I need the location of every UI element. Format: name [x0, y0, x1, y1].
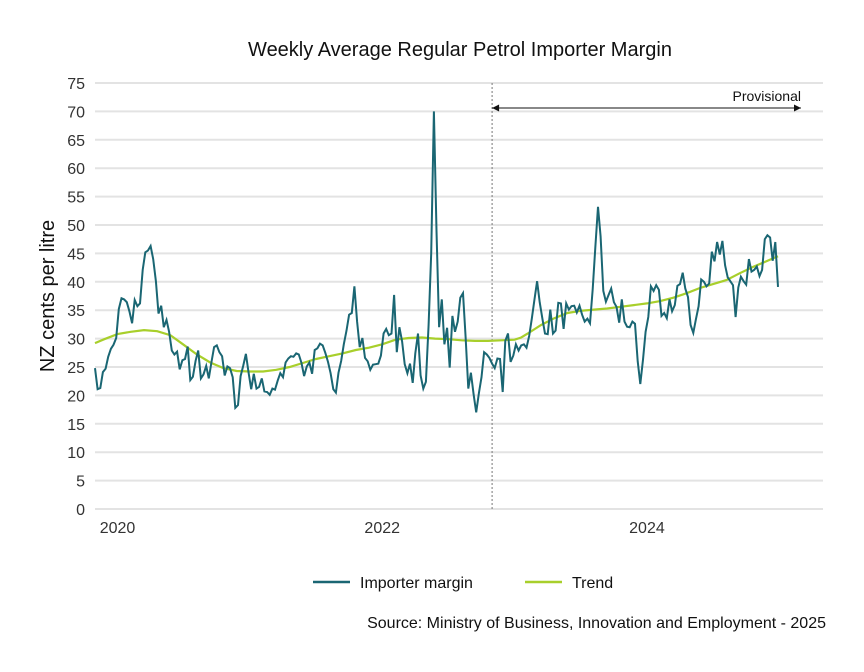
chart-title: Weekly Average Regular Petrol Importer M… — [248, 39, 672, 61]
y-tick-label: 75 — [67, 76, 85, 93]
x-tick-label: 2020 — [100, 520, 136, 537]
y-tick-label: 50 — [67, 218, 85, 235]
y-axis-label: NZ cents per litre — [37, 220, 59, 372]
y-tick-label: 45 — [67, 246, 85, 263]
y-tick-label: 0 — [76, 502, 85, 519]
y-tick-label: 35 — [67, 303, 85, 320]
y-tick-label: 70 — [67, 104, 85, 121]
provisional-arrow — [492, 104, 801, 112]
x-tick-label: 2022 — [364, 520, 400, 537]
y-tick-labels: 0 5 10 15 20 25 30 35 40 45 50 55 60 65 70 75 — [67, 76, 85, 519]
legend-label-trend: Trend — [572, 575, 613, 592]
y-tick-label: 20 — [67, 388, 85, 405]
y-tick-label: 40 — [67, 275, 85, 292]
legend: Importer margin Trend — [313, 575, 613, 592]
x-tick-label: 2024 — [629, 520, 665, 537]
y-tick-label: 30 — [67, 332, 85, 349]
legend-label-importer-margin: Importer margin — [360, 575, 473, 592]
y-tick-label: 10 — [67, 445, 85, 462]
x-tick-labels: 2020 2022 2024 — [100, 520, 665, 537]
trend-series-line — [94, 255, 779, 373]
importer-margin-series-line — [94, 111, 779, 413]
provisional-label: Provisional — [733, 88, 801, 104]
source-note: Source: Ministry of Business, Innovation… — [367, 615, 826, 632]
y-tick-label: 15 — [67, 417, 85, 434]
y-tick-label: 55 — [67, 190, 85, 207]
y-tick-label: 60 — [67, 161, 85, 178]
y-tick-label: 65 — [67, 133, 85, 150]
gridlines — [95, 82, 823, 510]
y-tick-label: 25 — [67, 360, 85, 377]
y-tick-label: 5 — [76, 474, 85, 491]
